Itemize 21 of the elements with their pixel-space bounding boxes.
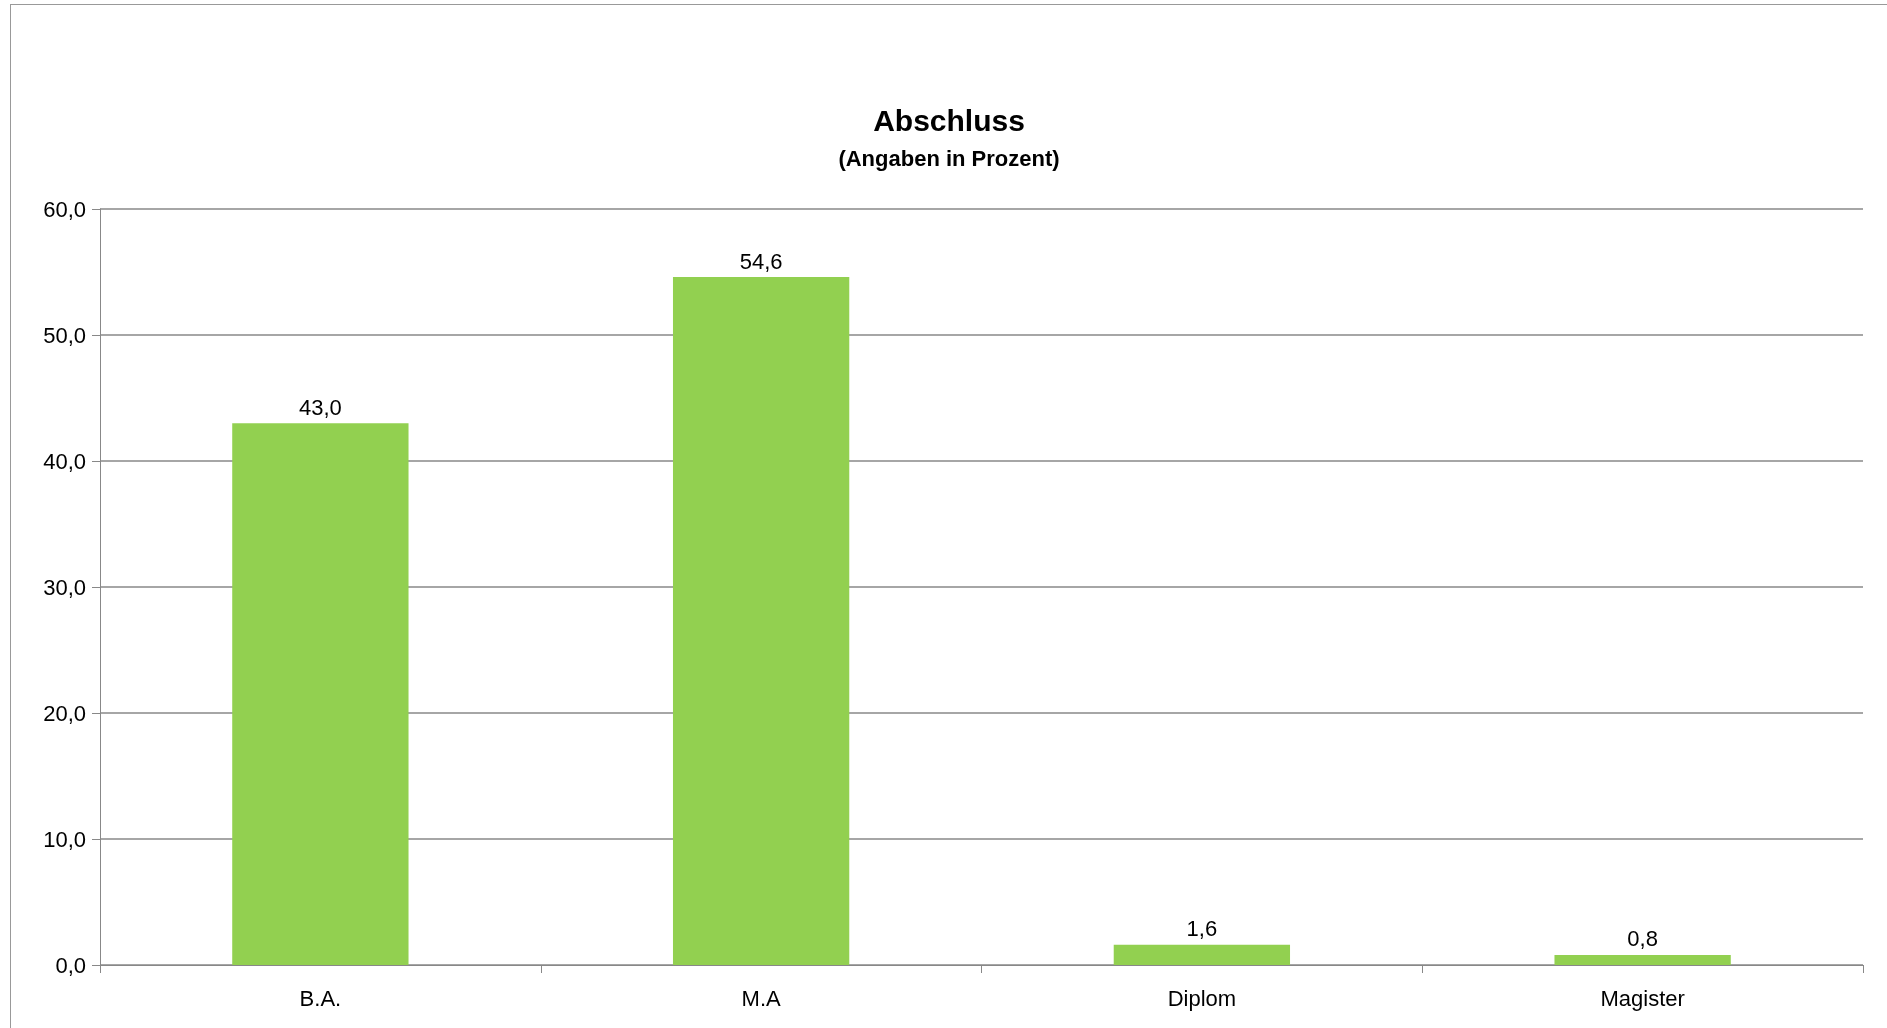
- x-tick-label: Diplom: [1167, 985, 1237, 1011]
- x-tick-label: Magister: [1600, 985, 1685, 1011]
- y-tick-label: 20,0: [43, 700, 86, 726]
- bar: [1554, 954, 1731, 965]
- y-tick-label: 0,0: [55, 952, 86, 978]
- data-label: 43,0: [298, 394, 342, 420]
- data-label: 54,6: [739, 248, 783, 274]
- data-label: 0,8: [1627, 926, 1658, 952]
- y-tick-label: 30,0: [43, 574, 86, 600]
- y-tick-label: 10,0: [43, 826, 86, 852]
- y-tick-label: 50,0: [43, 322, 86, 348]
- chart-subtitle: (Angaben in Prozent): [838, 145, 1060, 171]
- x-tick-label: M.A: [741, 985, 781, 1011]
- chart-title: Abschluss: [873, 103, 1025, 137]
- y-tick-label: 40,0: [43, 448, 86, 474]
- data-label: 1,6: [1186, 916, 1218, 942]
- y-tick-label: 60,0: [43, 196, 86, 222]
- bar: [232, 423, 409, 965]
- bar: [672, 277, 850, 965]
- x-tick-label: B.A.: [299, 985, 342, 1011]
- bar: [1113, 944, 1291, 965]
